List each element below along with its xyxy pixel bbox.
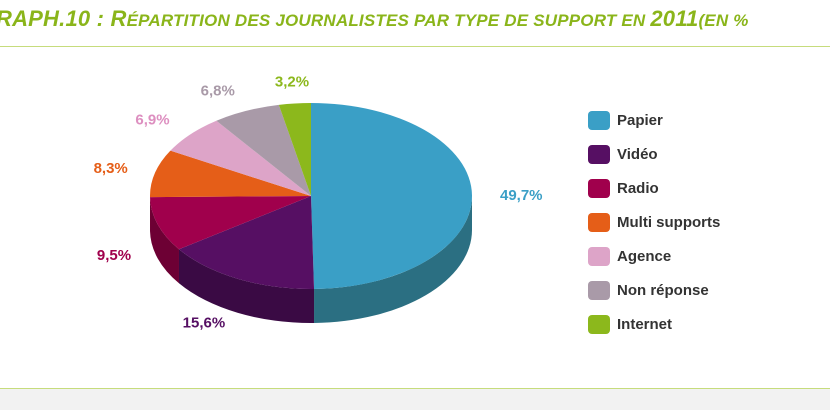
chart-title: RAPH.10 : RÉPARTITION DES JOURNALISTES P…	[0, 6, 749, 32]
pie-slice-papier	[311, 103, 473, 289]
bottom-band	[0, 389, 830, 410]
legend-swatch	[588, 213, 610, 232]
legend-label: Non réponse	[617, 282, 709, 299]
title-r-initial: R	[110, 6, 127, 31]
pie-slice-agence	[170, 120, 311, 196]
data-label-internet: 3,2%	[275, 74, 309, 91]
top-divider	[0, 46, 830, 47]
legend-label: Papier	[617, 112, 663, 129]
data-label-multi-supports: 8,3%	[94, 160, 128, 177]
title-prefix: RAPH.	[0, 6, 66, 31]
pie-slice-internet	[278, 103, 311, 196]
data-label-radio: 9,5%	[97, 247, 131, 264]
data-label-papier: 49,7%	[500, 187, 543, 204]
legend-label: Radio	[617, 180, 659, 197]
legend-label: Multi supports	[617, 214, 721, 231]
pie-slice-video	[178, 196, 315, 289]
bottom-divider	[0, 388, 830, 389]
pie-slice-non-reponse	[216, 104, 311, 196]
pie-slice-radio	[150, 196, 311, 250]
pie-side-radio	[150, 197, 179, 284]
title-suffix: (EN %	[698, 11, 749, 30]
legend-swatch	[588, 179, 610, 198]
legend-swatch	[588, 281, 610, 300]
legend-swatch	[588, 247, 610, 266]
title-year: 2011	[650, 6, 699, 31]
pie-side-video	[178, 249, 315, 324]
legend-label: Internet	[617, 316, 673, 333]
data-label-video: 15,6%	[183, 314, 226, 331]
pie-slice-multi-supports	[149, 150, 311, 198]
data-label-agence: 6,9%	[135, 112, 169, 129]
title-number: 10 :	[65, 6, 111, 31]
legend-swatch	[588, 111, 610, 130]
legend-swatch	[588, 315, 610, 334]
pie-side-papier	[314, 196, 473, 323]
legend-label: Vidéo	[617, 146, 658, 163]
legend-swatch	[588, 145, 610, 164]
legend-label: Agence	[617, 248, 672, 265]
data-label-non-reponse: 6,8%	[201, 83, 235, 100]
title-body: ÉPARTITION DES JOURNALISTES PAR TYPE DE …	[126, 11, 651, 30]
